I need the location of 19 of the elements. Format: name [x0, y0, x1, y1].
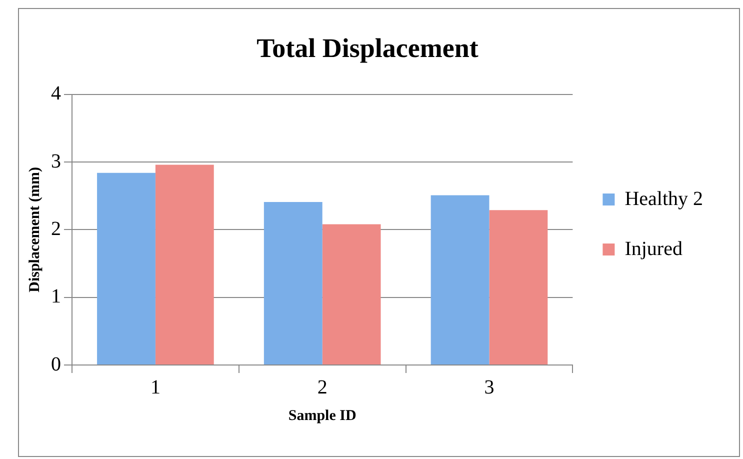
legend-label: Injured — [624, 238, 682, 260]
x-tick-label: 1 — [150, 376, 160, 398]
x-axis-title: Sample ID — [288, 408, 356, 424]
bar — [322, 224, 381, 364]
legend-label: Healthy 2 — [624, 188, 703, 210]
bar — [264, 202, 322, 364]
y-tick-label: 3 — [51, 150, 61, 172]
chart-title: Total Displacement — [256, 33, 478, 64]
bar — [430, 195, 490, 364]
bar — [155, 164, 214, 364]
bar — [489, 210, 548, 364]
y-tick-label: 2 — [51, 218, 61, 240]
y-tick-label: 4 — [51, 82, 61, 105]
x-tick-label: 2 — [317, 376, 328, 398]
x-tick-label: 3 — [484, 376, 494, 398]
y-tick-label: 0 — [51, 353, 61, 376]
y-axis-title: Displacement (mm) — [26, 167, 43, 292]
bar — [97, 172, 156, 364]
y-tick-label: 1 — [51, 286, 61, 308]
